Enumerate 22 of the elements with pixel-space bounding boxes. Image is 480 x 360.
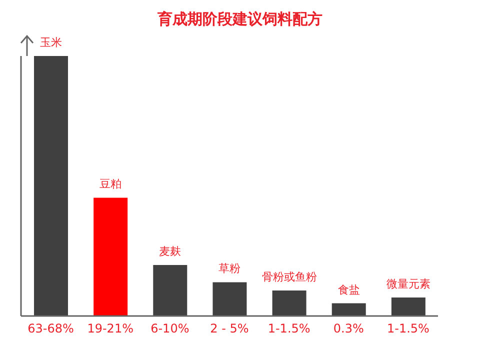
annotation: 食盐 <box>338 283 360 296</box>
bar <box>34 56 68 316</box>
x-tick-label: 1-1.5% <box>268 322 310 336</box>
bar <box>212 282 247 316</box>
annotation: 骨粉或鱼粉 <box>262 270 317 284</box>
x-tick-label: 63-68% <box>28 322 74 336</box>
bar <box>272 290 306 316</box>
x-tick-label: 1-1.5% <box>386 322 430 336</box>
x-tick-label: 19-21% <box>87 322 134 336</box>
x-tick-label: 6-10% <box>150 322 190 336</box>
bar <box>153 265 188 316</box>
x-tick-label: 0.3% <box>333 322 364 336</box>
annotation: 豆粕 <box>100 178 122 191</box>
annotation: 玉米 <box>40 36 62 49</box>
bar <box>391 298 426 316</box>
annotation: 麦麸 <box>159 245 182 258</box>
annotation: 草粉 <box>218 262 241 276</box>
annotation: 微量元素 <box>386 278 430 291</box>
chart-title: 育成期阶段建议饲料配方 <box>156 9 324 30</box>
bar <box>332 303 366 316</box>
x-tick-label: 2 - 5% <box>210 322 249 336</box>
bar <box>94 198 128 316</box>
